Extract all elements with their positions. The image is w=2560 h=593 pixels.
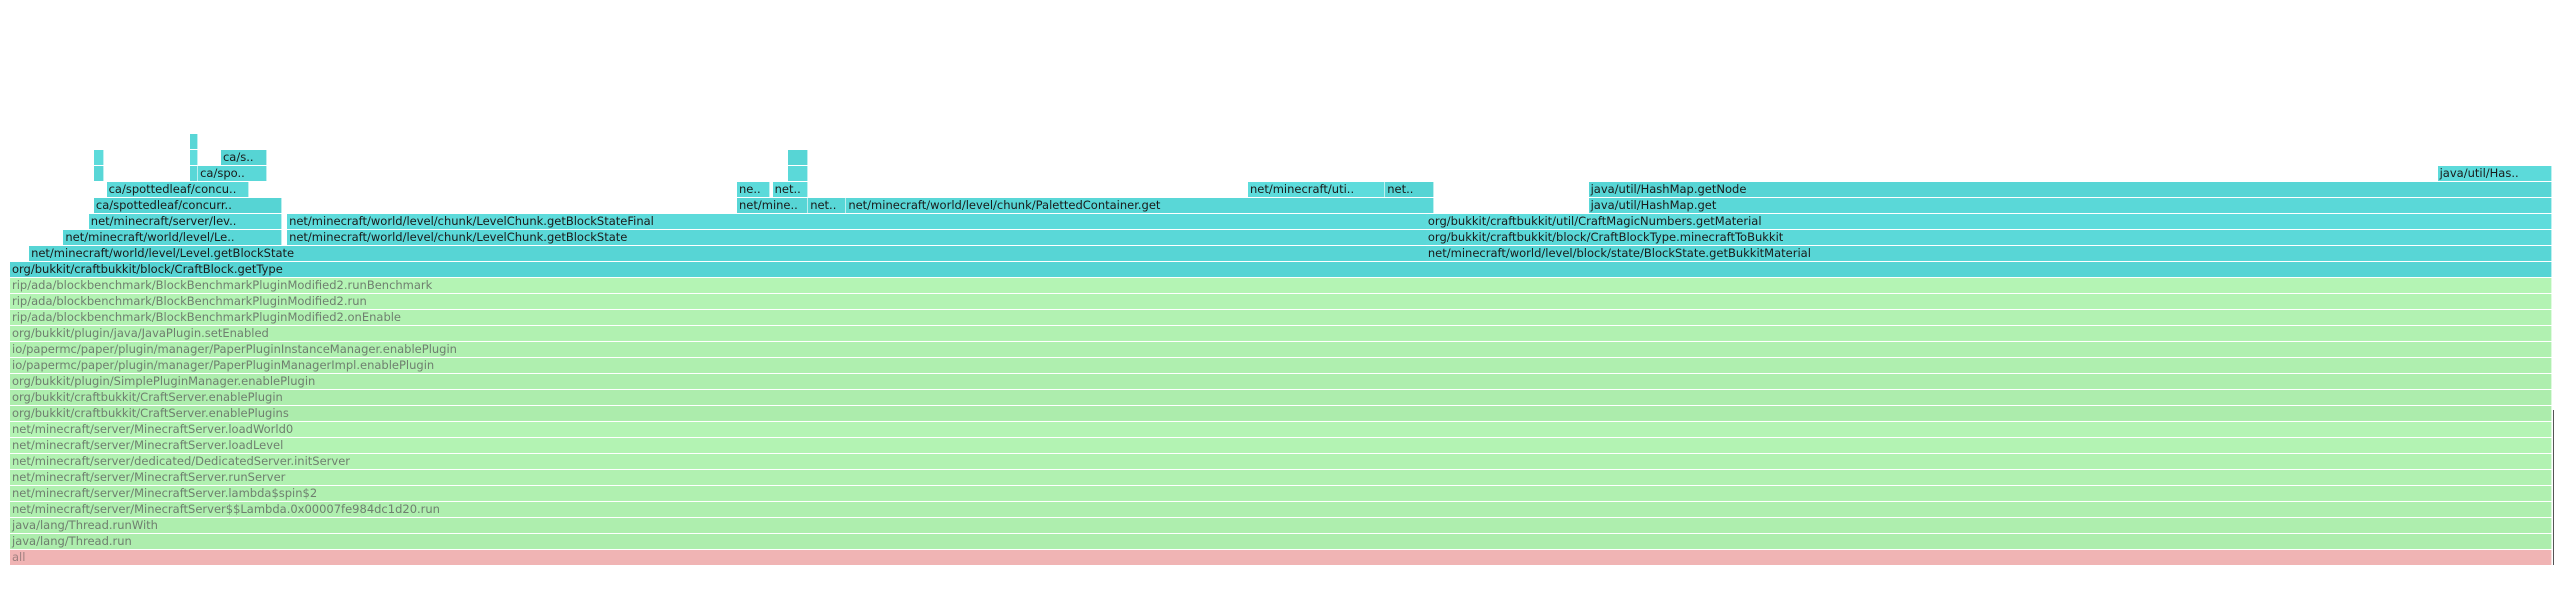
flame-frame[interactable]: net/minecraft/server/MinecraftServer.lam…: [10, 486, 2552, 501]
flame-frame[interactable]: org/bukkit/craftbukkit/block/CraftBlockT…: [1425, 230, 2552, 245]
flame-frame[interactable]: net/minecraft/world/level/chunk/LevelChu…: [287, 214, 1434, 229]
flame-frame[interactable]: rip/ada/blockbenchmark/BlockBenchmarkPlu…: [10, 278, 2552, 293]
flame-frame[interactable]: net/minecraft/world/level/chunk/Paletted…: [846, 198, 1434, 213]
flame-frame[interactable]: net/minecraft/server/MinecraftServer.loa…: [10, 422, 2552, 437]
flame-frame[interactable]: rip/ada/blockbenchmark/BlockBenchmarkPlu…: [10, 310, 2552, 325]
flame-frame[interactable]: java/lang/Thread.runWith: [10, 518, 2552, 533]
flame-frame[interactable]: java/util/HashMap.getNode: [1588, 182, 2552, 197]
flame-frame[interactable]: net/minecraft/world/level/Le..: [63, 230, 282, 245]
flame-frame[interactable]: net/minecraft/uti..: [1247, 182, 1386, 197]
flame-frame[interactable]: [787, 150, 809, 165]
flame-frame[interactable]: org/bukkit/craftbukkit/CraftServer.enabl…: [10, 390, 2552, 405]
flame-frame[interactable]: net/minecraft/world/level/chunk/LevelChu…: [287, 230, 1434, 245]
flame-frame[interactable]: net/minecraft/server/dedicated/Dedicated…: [10, 454, 2552, 469]
flame-frame[interactable]: [190, 166, 199, 181]
flame-frame[interactable]: net/minecraft/server/MinecraftServer$$La…: [10, 502, 2552, 517]
flame-frame[interactable]: io/papermc/paper/plugin/manager/PaperPlu…: [10, 358, 2552, 373]
flame-frame[interactable]: net/minecraft/world/level/block/state/Bl…: [1425, 246, 2552, 261]
flame-frame[interactable]: [93, 150, 105, 165]
flame-frame[interactable]: java/util/HashMap.get: [1588, 198, 2552, 213]
flame-frame[interactable]: net..: [808, 198, 847, 213]
flame-frame[interactable]: net..: [1385, 182, 1434, 197]
flame-frame[interactable]: ca/s..: [220, 150, 267, 165]
flame-frame[interactable]: net/minecraft/server/MinecraftServer.loa…: [10, 438, 2552, 453]
flame-frame[interactable]: org/bukkit/plugin/java/JavaPlugin.setEna…: [10, 326, 2552, 341]
flame-frame[interactable]: java/lang/Thread.run: [10, 534, 2552, 549]
flame-frame[interactable]: all: [10, 550, 2552, 565]
flame-frame[interactable]: ca/spottedleaf/concu..: [106, 182, 249, 197]
flame-frame[interactable]: net/mine..: [737, 198, 809, 213]
scrollbar[interactable]: [2553, 410, 2554, 565]
flame-frame[interactable]: org/bukkit/craftbukkit/util/CraftMagicNu…: [1425, 214, 2552, 229]
flame-frame[interactable]: net/minecraft/world/level/Level.getBlock…: [29, 246, 1435, 261]
flame-frame[interactable]: ca/spottedleaf/concurr..: [93, 198, 282, 213]
flame-frame[interactable]: [93, 166, 105, 181]
flame-frame[interactable]: io/papermc/paper/plugin/manager/PaperPlu…: [10, 342, 2552, 357]
flame-frame[interactable]: ne..: [737, 182, 771, 197]
flame-frame[interactable]: ca/spo..: [198, 166, 267, 181]
flame-frame[interactable]: net..: [772, 182, 809, 197]
flame-frame[interactable]: [190, 150, 199, 165]
flame-frame[interactable]: [190, 134, 199, 149]
flame-frame[interactable]: net/minecraft/server/lev..: [88, 214, 282, 229]
flame-frame[interactable]: rip/ada/blockbenchmark/BlockBenchmarkPlu…: [10, 294, 2552, 309]
flame-frame[interactable]: org/bukkit/plugin/SimplePluginManager.en…: [10, 374, 2552, 389]
flame-frame[interactable]: org/bukkit/craftbukkit/CraftServer.enabl…: [10, 406, 2552, 421]
flame-frame[interactable]: org/bukkit/craftbukkit/block/CraftBlock.…: [10, 262, 2552, 277]
flame-frame[interactable]: [787, 166, 809, 181]
flame-frame[interactable]: java/util/Has..: [2437, 166, 2552, 181]
flame-frame[interactable]: net/minecraft/server/MinecraftServer.run…: [10, 470, 2552, 485]
